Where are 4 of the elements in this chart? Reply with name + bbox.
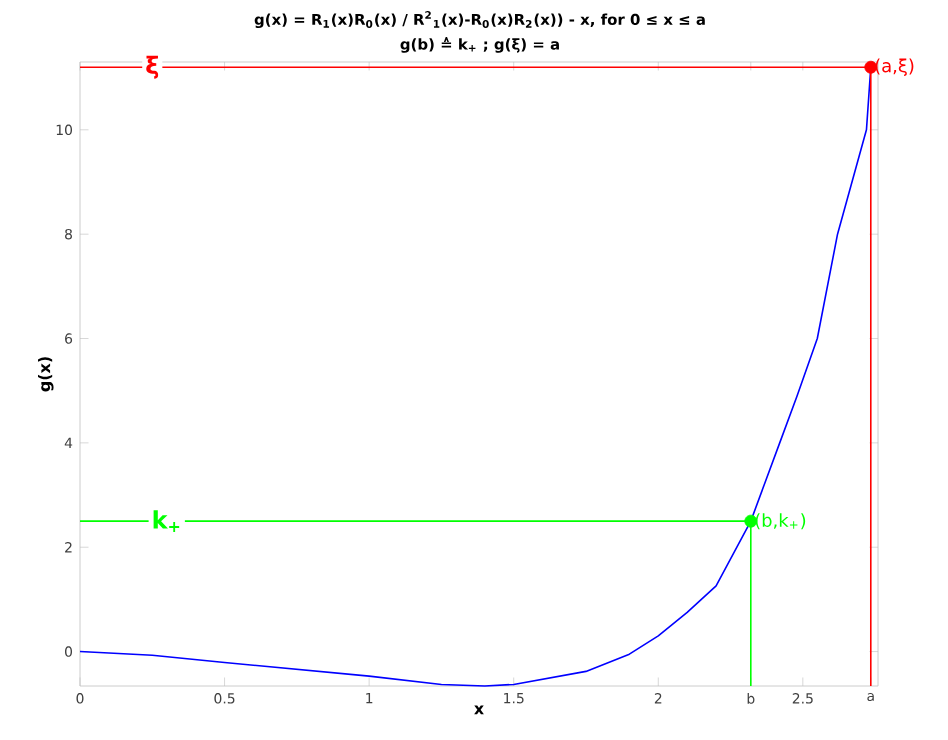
annotation: k$_{+}$ bbox=[153, 510, 180, 532]
annotation: (a,ξ) bbox=[875, 58, 914, 76]
annotation: ξ bbox=[146, 55, 159, 79]
annotation: (b,k$_{+}$) bbox=[755, 513, 806, 530]
